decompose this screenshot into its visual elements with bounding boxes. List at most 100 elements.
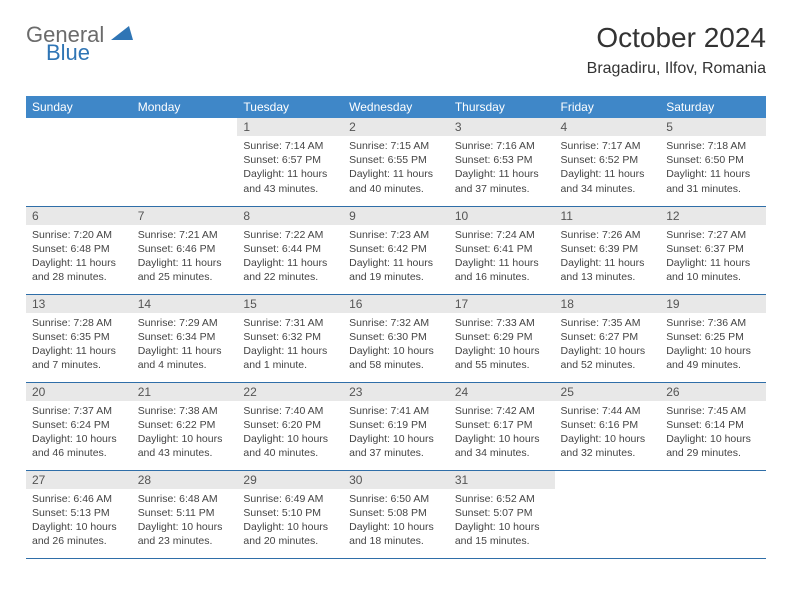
daylight-text: Daylight: 10 hours and 43 minutes. [138,432,232,460]
sunset-text: Sunset: 6:53 PM [455,153,549,167]
calendar-cell: 4Sunrise: 7:17 AMSunset: 6:52 PMDaylight… [555,118,661,206]
day-body: Sunrise: 6:46 AMSunset: 5:13 PMDaylight:… [26,489,132,551]
sunrise-text: Sunrise: 7:41 AM [349,404,443,418]
calendar-cell: 11Sunrise: 7:26 AMSunset: 6:39 PMDayligh… [555,206,661,294]
day-body: Sunrise: 7:18 AMSunset: 6:50 PMDaylight:… [660,136,766,198]
sunrise-text: Sunrise: 7:14 AM [243,139,337,153]
sunset-text: Sunset: 6:32 PM [243,330,337,344]
sunset-text: Sunset: 6:30 PM [349,330,443,344]
calendar-cell: 22Sunrise: 7:40 AMSunset: 6:20 PMDayligh… [237,382,343,470]
sunset-text: Sunset: 6:42 PM [349,242,443,256]
calendar-cell [132,118,238,206]
day-body: Sunrise: 7:26 AMSunset: 6:39 PMDaylight:… [555,225,661,287]
day-header-row: Sunday Monday Tuesday Wednesday Thursday… [26,96,766,118]
calendar-table: Sunday Monday Tuesday Wednesday Thursday… [26,96,766,559]
daylight-text: Daylight: 10 hours and 18 minutes. [349,520,443,548]
day-body: Sunrise: 7:16 AMSunset: 6:53 PMDaylight:… [449,136,555,198]
calendar-cell: 14Sunrise: 7:29 AMSunset: 6:34 PMDayligh… [132,294,238,382]
daylight-text: Daylight: 10 hours and 29 minutes. [666,432,760,460]
calendar-cell: 15Sunrise: 7:31 AMSunset: 6:32 PMDayligh… [237,294,343,382]
daylight-text: Daylight: 11 hours and 1 minute. [243,344,337,372]
day-number: 15 [237,295,343,313]
day-body: Sunrise: 7:17 AMSunset: 6:52 PMDaylight:… [555,136,661,198]
sunset-text: Sunset: 6:57 PM [243,153,337,167]
day-number: 14 [132,295,238,313]
title-block: October 2024 Bragadiru, Ilfov, Romania [587,22,766,78]
sunset-text: Sunset: 6:50 PM [666,153,760,167]
sunrise-text: Sunrise: 7:24 AM [455,228,549,242]
day-body: Sunrise: 7:36 AMSunset: 6:25 PMDaylight:… [660,313,766,375]
sunset-text: Sunset: 6:16 PM [561,418,655,432]
day-number: 25 [555,383,661,401]
calendar-cell: 28Sunrise: 6:48 AMSunset: 5:11 PMDayligh… [132,470,238,558]
day-body: Sunrise: 7:21 AMSunset: 6:46 PMDaylight:… [132,225,238,287]
day-body: Sunrise: 7:32 AMSunset: 6:30 PMDaylight:… [343,313,449,375]
day-header: Thursday [449,96,555,118]
daylight-text: Daylight: 11 hours and 25 minutes. [138,256,232,284]
day-number: 6 [26,207,132,225]
day-number: 8 [237,207,343,225]
calendar-cell: 1Sunrise: 7:14 AMSunset: 6:57 PMDaylight… [237,118,343,206]
sunrise-text: Sunrise: 7:38 AM [138,404,232,418]
day-number: 7 [132,207,238,225]
sunset-text: Sunset: 5:10 PM [243,506,337,520]
sunset-text: Sunset: 6:48 PM [32,242,126,256]
logo-triangle-icon [111,26,133,42]
sunrise-text: Sunrise: 7:16 AM [455,139,549,153]
day-body: Sunrise: 6:48 AMSunset: 5:11 PMDaylight:… [132,489,238,551]
day-body: Sunrise: 7:31 AMSunset: 6:32 PMDaylight:… [237,313,343,375]
calendar-cell: 6Sunrise: 7:20 AMSunset: 6:48 PMDaylight… [26,206,132,294]
calendar-cell: 12Sunrise: 7:27 AMSunset: 6:37 PMDayligh… [660,206,766,294]
day-number: 18 [555,295,661,313]
logo: General Blue [26,22,133,64]
location: Bragadiru, Ilfov, Romania [587,60,766,78]
sunset-text: Sunset: 6:39 PM [561,242,655,256]
day-body: Sunrise: 7:42 AMSunset: 6:17 PMDaylight:… [449,401,555,463]
calendar-cell [660,470,766,558]
day-number: 27 [26,471,132,489]
sunset-text: Sunset: 5:07 PM [455,506,549,520]
sunrise-text: Sunrise: 7:18 AM [666,139,760,153]
calendar-week-row: 13Sunrise: 7:28 AMSunset: 6:35 PMDayligh… [26,294,766,382]
sunrise-text: Sunrise: 7:21 AM [138,228,232,242]
sunrise-text: Sunrise: 7:40 AM [243,404,337,418]
sunrise-text: Sunrise: 7:35 AM [561,316,655,330]
sunrise-text: Sunrise: 7:22 AM [243,228,337,242]
daylight-text: Daylight: 10 hours and 40 minutes. [243,432,337,460]
day-number: 17 [449,295,555,313]
day-header: Tuesday [237,96,343,118]
calendar-cell: 31Sunrise: 6:52 AMSunset: 5:07 PMDayligh… [449,470,555,558]
day-body: Sunrise: 7:27 AMSunset: 6:37 PMDaylight:… [660,225,766,287]
calendar-cell: 25Sunrise: 7:44 AMSunset: 6:16 PMDayligh… [555,382,661,470]
daylight-text: Daylight: 11 hours and 13 minutes. [561,256,655,284]
day-number: 13 [26,295,132,313]
sunrise-text: Sunrise: 7:15 AM [349,139,443,153]
daylight-text: Daylight: 10 hours and 15 minutes. [455,520,549,548]
sunrise-text: Sunrise: 6:48 AM [138,492,232,506]
calendar-cell: 30Sunrise: 6:50 AMSunset: 5:08 PMDayligh… [343,470,449,558]
day-body: Sunrise: 7:22 AMSunset: 6:44 PMDaylight:… [237,225,343,287]
sunrise-text: Sunrise: 6:50 AM [349,492,443,506]
day-header: Monday [132,96,238,118]
sunrise-text: Sunrise: 7:33 AM [455,316,549,330]
calendar-cell: 19Sunrise: 7:36 AMSunset: 6:25 PMDayligh… [660,294,766,382]
day-header: Friday [555,96,661,118]
calendar-cell [26,118,132,206]
sunrise-text: Sunrise: 7:23 AM [349,228,443,242]
day-header: Saturday [660,96,766,118]
sunrise-text: Sunrise: 6:52 AM [455,492,549,506]
header: General Blue October 2024 Bragadiru, Ilf… [26,22,766,78]
calendar-cell: 26Sunrise: 7:45 AMSunset: 6:14 PMDayligh… [660,382,766,470]
calendar-cell: 13Sunrise: 7:28 AMSunset: 6:35 PMDayligh… [26,294,132,382]
calendar-cell: 10Sunrise: 7:24 AMSunset: 6:41 PMDayligh… [449,206,555,294]
day-number: 11 [555,207,661,225]
calendar-cell: 2Sunrise: 7:15 AMSunset: 6:55 PMDaylight… [343,118,449,206]
sunrise-text: Sunrise: 7:45 AM [666,404,760,418]
calendar-cell: 20Sunrise: 7:37 AMSunset: 6:24 PMDayligh… [26,382,132,470]
daylight-text: Daylight: 11 hours and 43 minutes. [243,167,337,195]
daylight-text: Daylight: 11 hours and 16 minutes. [455,256,549,284]
day-body: Sunrise: 7:45 AMSunset: 6:14 PMDaylight:… [660,401,766,463]
sunrise-text: Sunrise: 7:36 AM [666,316,760,330]
day-number: 10 [449,207,555,225]
sunset-text: Sunset: 6:20 PM [243,418,337,432]
